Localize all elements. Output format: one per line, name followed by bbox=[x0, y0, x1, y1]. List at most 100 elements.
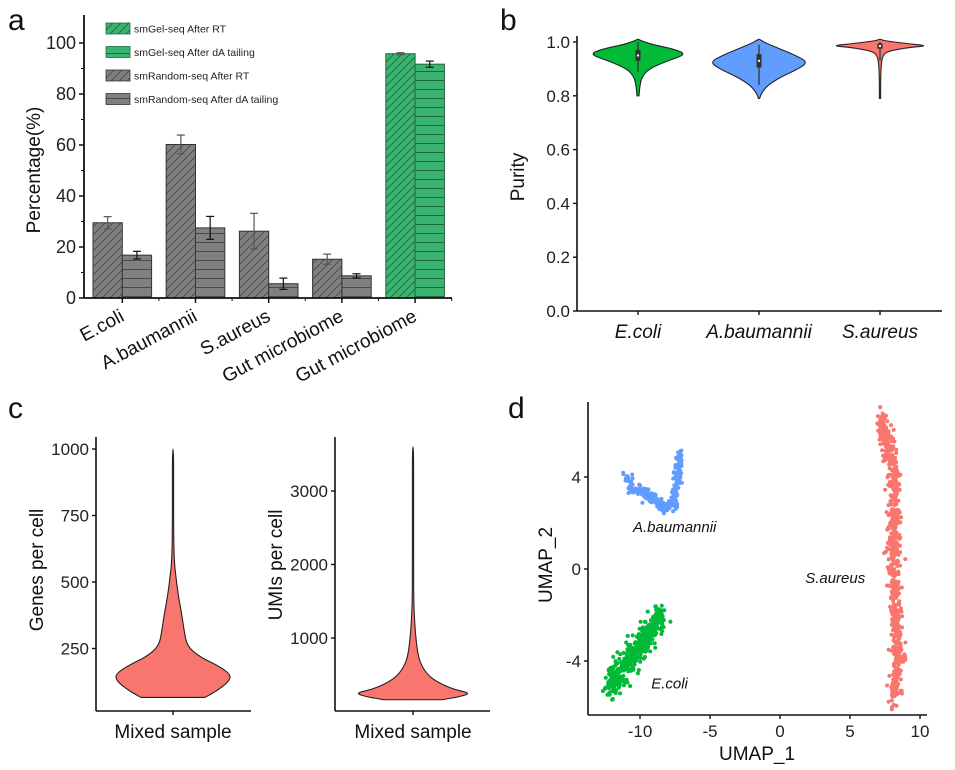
boxplot-median bbox=[758, 59, 760, 62]
data-point bbox=[895, 639, 900, 643]
data-point bbox=[898, 535, 903, 540]
data-point bbox=[891, 512, 896, 517]
data-point bbox=[886, 647, 891, 652]
data-point bbox=[887, 466, 892, 471]
data-point bbox=[889, 531, 894, 536]
data-point bbox=[893, 490, 897, 495]
error-bar bbox=[352, 273, 361, 279]
data-point bbox=[897, 482, 902, 487]
x-tick-label: 5 bbox=[845, 722, 854, 741]
data-point bbox=[640, 625, 645, 630]
data-point bbox=[889, 536, 893, 541]
y-tick-label: 2000 bbox=[290, 556, 328, 575]
data-point bbox=[903, 557, 908, 562]
data-point bbox=[895, 582, 900, 587]
data-point bbox=[621, 683, 626, 688]
legend-swatch bbox=[105, 46, 131, 58]
data-point bbox=[888, 499, 893, 504]
bar-after-da-tailing bbox=[121, 254, 153, 299]
data-point bbox=[895, 681, 900, 686]
data-point bbox=[627, 662, 632, 667]
data-point bbox=[891, 572, 896, 577]
data-point bbox=[645, 638, 650, 643]
data-point bbox=[886, 448, 891, 453]
data-point bbox=[889, 707, 894, 712]
y-tick-label: 3000 bbox=[290, 482, 328, 501]
legend-label: smGel-seq After dA tailing bbox=[134, 47, 255, 59]
data-point bbox=[894, 549, 899, 553]
data-point bbox=[899, 691, 904, 696]
data-point bbox=[892, 669, 897, 674]
data-point bbox=[890, 473, 895, 478]
data-point bbox=[895, 610, 900, 615]
data-point bbox=[641, 493, 646, 498]
data-point bbox=[891, 483, 896, 488]
data-point bbox=[885, 419, 890, 424]
data-point bbox=[889, 622, 894, 627]
panel-c-genes-violin: 250 500 750 1000 Mixed sample Genes per cell bbox=[27, 437, 251, 743]
bar-after-da-tailing bbox=[414, 63, 445, 299]
data-point bbox=[893, 508, 898, 513]
data-point bbox=[898, 654, 903, 659]
data-point bbox=[642, 619, 647, 624]
data-point bbox=[656, 607, 661, 612]
data-point bbox=[651, 629, 656, 634]
data-point bbox=[630, 476, 635, 481]
data-point bbox=[892, 639, 897, 644]
x-tick-label: Mixed sample bbox=[114, 722, 231, 743]
data-point bbox=[892, 457, 897, 462]
y-tick-label: 40 bbox=[56, 186, 76, 206]
legend-swatch bbox=[105, 69, 131, 82]
data-point bbox=[636, 668, 641, 672]
data-point bbox=[883, 487, 888, 492]
data-point bbox=[889, 439, 894, 444]
data-point bbox=[891, 553, 896, 558]
y-tick-label: 80 bbox=[56, 84, 76, 104]
data-point bbox=[658, 616, 663, 621]
data-point bbox=[900, 659, 905, 663]
data-point bbox=[888, 480, 893, 485]
data-point bbox=[897, 650, 902, 655]
data-point bbox=[673, 463, 678, 468]
data-point bbox=[896, 662, 901, 667]
x-tick-label: E.coli bbox=[77, 306, 128, 346]
data-point bbox=[899, 515, 904, 520]
y-tick-label: 0.0 bbox=[546, 302, 570, 321]
data-point bbox=[896, 660, 901, 664]
data-point bbox=[670, 490, 674, 495]
y-tick-label: 0.6 bbox=[546, 141, 570, 160]
data-point bbox=[668, 502, 673, 507]
data-point bbox=[614, 672, 619, 677]
data-point bbox=[885, 583, 889, 588]
data-point bbox=[635, 650, 640, 655]
data-point bbox=[895, 558, 900, 563]
data-point bbox=[887, 673, 892, 678]
data-point bbox=[897, 543, 902, 548]
data-point bbox=[892, 652, 897, 656]
data-point bbox=[892, 469, 897, 474]
error-bar bbox=[176, 134, 185, 155]
bar-after-rt bbox=[92, 222, 123, 299]
data-point bbox=[658, 621, 663, 625]
data-point bbox=[886, 699, 891, 704]
data-point bbox=[891, 702, 896, 707]
data-point bbox=[675, 505, 680, 509]
data-point bbox=[646, 641, 651, 646]
data-point bbox=[894, 447, 899, 452]
data-point bbox=[889, 563, 894, 567]
data-point bbox=[609, 678, 614, 683]
data-point bbox=[899, 585, 904, 590]
data-point bbox=[885, 475, 890, 480]
legend-item: smRandom-seq After RT bbox=[105, 69, 250, 83]
data-point bbox=[630, 472, 635, 477]
data-point bbox=[676, 485, 681, 490]
data-point bbox=[628, 655, 633, 660]
data-point bbox=[893, 633, 898, 637]
data-point bbox=[898, 643, 903, 648]
data-point bbox=[888, 502, 893, 507]
y-tick-label: 0.4 bbox=[546, 194, 570, 213]
data-point bbox=[618, 691, 622, 696]
x-tick-label: 10 bbox=[911, 722, 930, 741]
data-point bbox=[884, 443, 889, 448]
x-tick-label: -10 bbox=[628, 722, 653, 741]
